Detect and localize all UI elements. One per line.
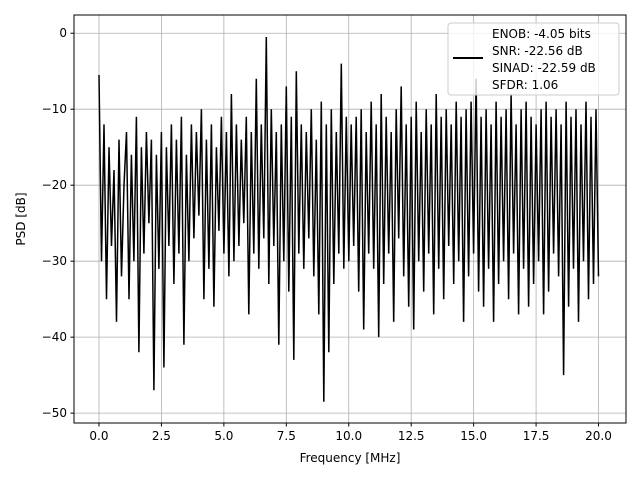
y-tick-label: −20 <box>42 178 67 192</box>
x-tick-label: 7.5 <box>277 429 296 443</box>
legend: ENOB: -4.05 bits SNR: -22.56 dB SINAD: -… <box>447 22 620 96</box>
x-tick-label: 0.0 <box>89 429 108 443</box>
legend-enob: ENOB: -4.05 bits <box>492 27 591 41</box>
legend-sinad: SINAD: -22.59 dB <box>492 61 596 75</box>
psd-line <box>98 36 600 402</box>
x-tick-label: 12.5 <box>398 429 425 443</box>
legend-sfdr: SFDR: 1.06 <box>492 78 558 92</box>
x-tick-label: 17.5 <box>523 429 550 443</box>
legend-box <box>447 22 620 96</box>
y-axis-label: PSD [dB] <box>14 192 28 245</box>
x-axis: 0.0 2.5 5.0 7.5 10.0 12.5 15.0 17.5 20.0 <box>89 423 612 443</box>
axes-frame <box>73 14 627 424</box>
x-tick-label: 20.0 <box>585 429 612 443</box>
psd-series <box>98 36 600 402</box>
x-axis-label: Frequency [MHz] <box>300 451 401 465</box>
y-tick-label: 0 <box>59 26 67 40</box>
y-tick-label: −30 <box>42 254 67 268</box>
y-axis: 0 −10 −20 −30 −40 −50 <box>42 26 74 420</box>
y-tick-label: −50 <box>42 406 67 420</box>
x-tick-label: 5.0 <box>214 429 233 443</box>
y-tick-label: −40 <box>42 330 67 344</box>
x-tick-label: 2.5 <box>152 429 171 443</box>
x-tick-label: 15.0 <box>460 429 487 443</box>
legend-snr: SNR: -22.56 dB <box>492 44 583 58</box>
x-tick-label: 10.0 <box>335 429 362 443</box>
y-tick-label: −10 <box>42 102 67 116</box>
